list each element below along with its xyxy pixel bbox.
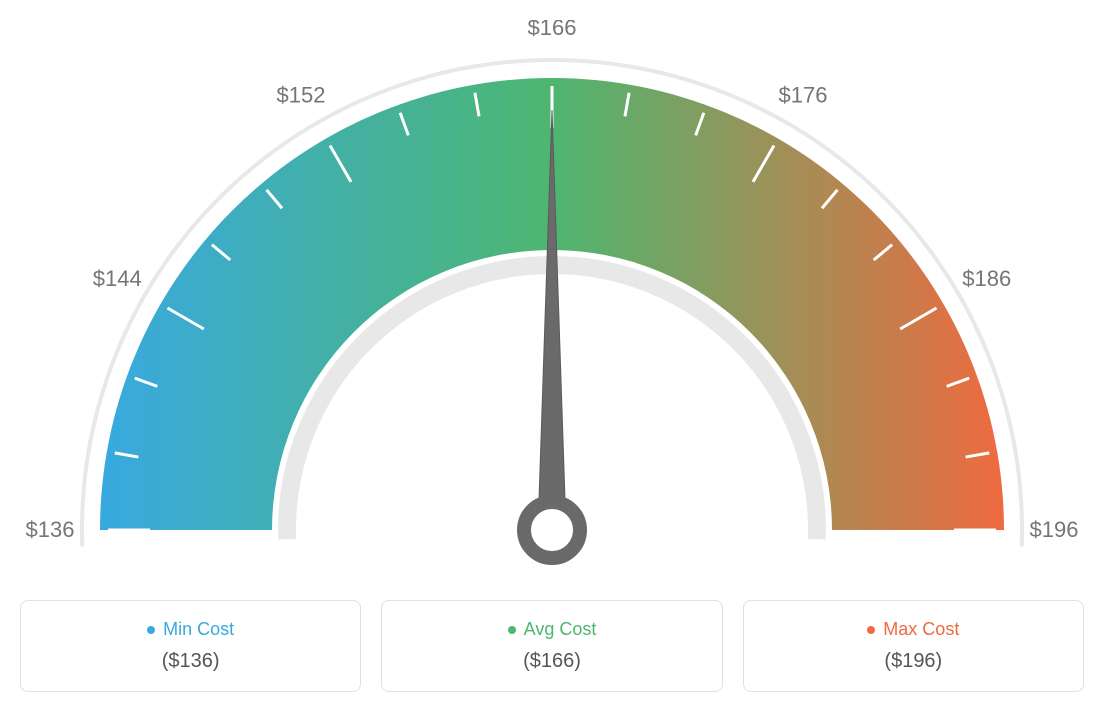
min-cost-label-row: Min Cost: [147, 619, 234, 640]
gauge-tick-label: $152: [277, 82, 326, 107]
avg-cost-card: Avg Cost ($166): [381, 600, 722, 692]
max-dot-icon: [867, 626, 875, 634]
min-cost-value: ($136): [41, 650, 340, 673]
gauge-tick-label: $186: [962, 266, 1011, 291]
min-cost-label: Min Cost: [163, 619, 234, 640]
avg-dot-icon: [508, 626, 516, 634]
max-cost-card: Max Cost ($196): [743, 600, 1084, 692]
max-cost-label-row: Max Cost: [867, 619, 959, 640]
gauge-svg: $136 $144 $152 $166 $176 $186 $196: [20, 20, 1084, 580]
gauge-tick-label: $136: [26, 517, 75, 542]
gauge-chart: $136 $144 $152 $166 $176 $186 $196: [20, 20, 1084, 580]
gauge-tick-label: $166: [528, 20, 577, 40]
gauge-tick-label: $196: [1030, 517, 1079, 542]
gauge-tick-label: $144: [93, 266, 142, 291]
summary-cards: Min Cost ($136) Avg Cost ($166) Max Cost…: [20, 600, 1084, 692]
min-cost-card: Min Cost ($136): [20, 600, 361, 692]
gauge-tick-label: $176: [779, 82, 828, 107]
max-cost-value: ($196): [764, 650, 1063, 673]
avg-cost-label: Avg Cost: [524, 619, 597, 640]
avg-cost-value: ($166): [402, 650, 701, 673]
avg-cost-label-row: Avg Cost: [508, 619, 597, 640]
max-cost-label: Max Cost: [883, 619, 959, 640]
gauge-hub: [524, 502, 580, 558]
min-dot-icon: [147, 626, 155, 634]
